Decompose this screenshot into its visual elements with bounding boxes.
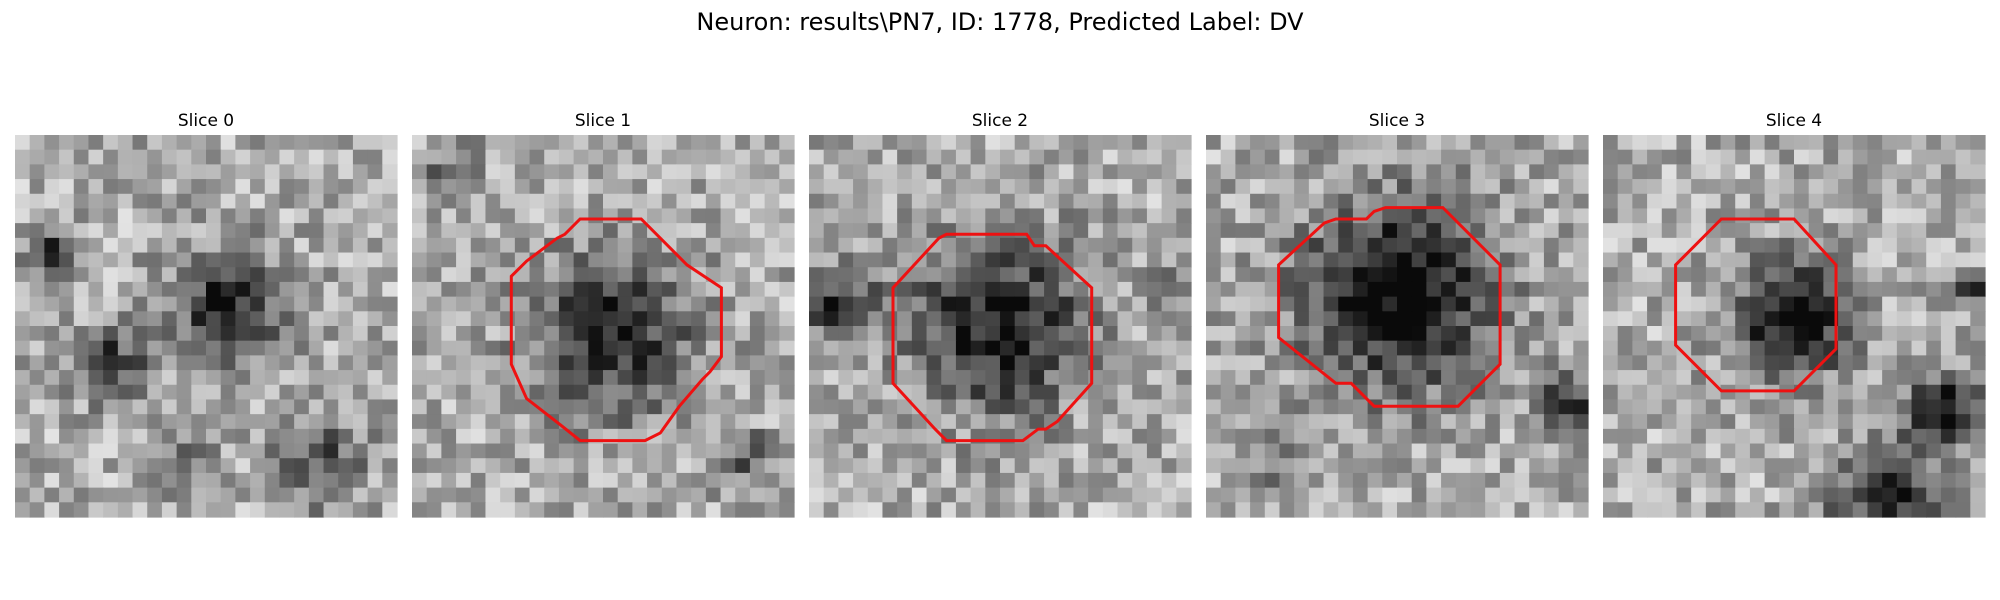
slice-image — [15, 135, 398, 518]
slice-panel-3: Slice 3 — [1206, 111, 1589, 518]
slice-image — [809, 135, 1192, 518]
slice-title: Slice 1 — [575, 111, 631, 131]
slice-panel-2: Slice 2 — [809, 111, 1192, 518]
slice-image — [412, 135, 795, 518]
neuron-contour — [891, 232, 1094, 443]
neuron-contour — [509, 217, 723, 443]
slice-image — [1206, 135, 1589, 518]
figure-title: Neuron: results\PN7, ID: 1778, Predicted… — [696, 8, 1304, 36]
slice-panel-1: Slice 1 — [412, 111, 795, 518]
slice-title: Slice 4 — [1766, 111, 1822, 131]
neuron-contour — [1277, 206, 1502, 408]
slice-panel-4: Slice 4 — [1603, 111, 1986, 518]
slice-panel-0: Slice 0 — [15, 111, 398, 518]
slice-image — [1603, 135, 1986, 518]
slice-title: Slice 0 — [178, 111, 234, 131]
neuron-contour — [1674, 217, 1838, 393]
slice-title: Slice 3 — [1369, 111, 1425, 131]
slice-title: Slice 2 — [972, 111, 1028, 131]
